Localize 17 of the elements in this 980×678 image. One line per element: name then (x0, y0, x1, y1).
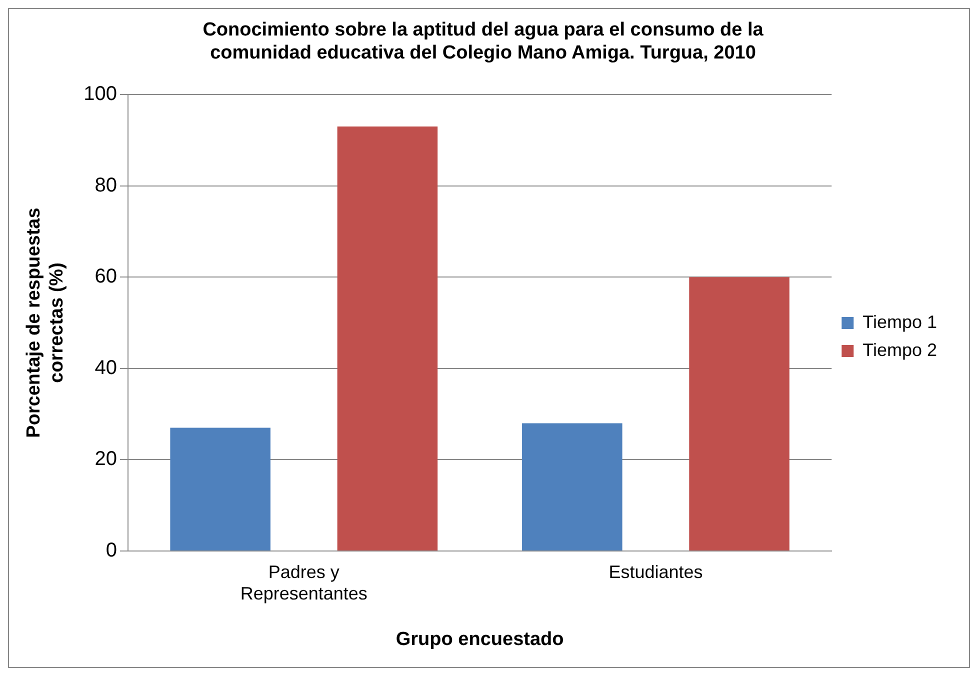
bar (170, 428, 270, 550)
y-tick-label: 20 (94, 448, 117, 470)
x-tick-label: Padres y Representantes (240, 562, 368, 604)
bar (337, 126, 438, 550)
x-tick-label: Estudiantes (608, 562, 703, 582)
y-tick-label: 80 (94, 174, 117, 196)
chart-title: Conocimiento sobre la aptitud del agua para el consumo de la comunidad educativa del Colegio Mano Amiga. Turgua, 2010 (202, 20, 764, 64)
y-tick-label: 60 (94, 266, 117, 288)
y-tick-label: 40 (94, 356, 117, 379)
y-axis-title: Porcentaje de respuestas correctas (%) (24, 208, 68, 438)
x-axis-title: Grupo encuestado (396, 628, 564, 650)
y-tick-label: 0 (106, 540, 117, 562)
bar (522, 423, 622, 550)
legend-label: Tiempo 2 (862, 340, 938, 360)
y-tick-label: 100 (84, 83, 117, 106)
legend-label: Tiempo 1 (862, 312, 938, 332)
bar (689, 277, 790, 550)
